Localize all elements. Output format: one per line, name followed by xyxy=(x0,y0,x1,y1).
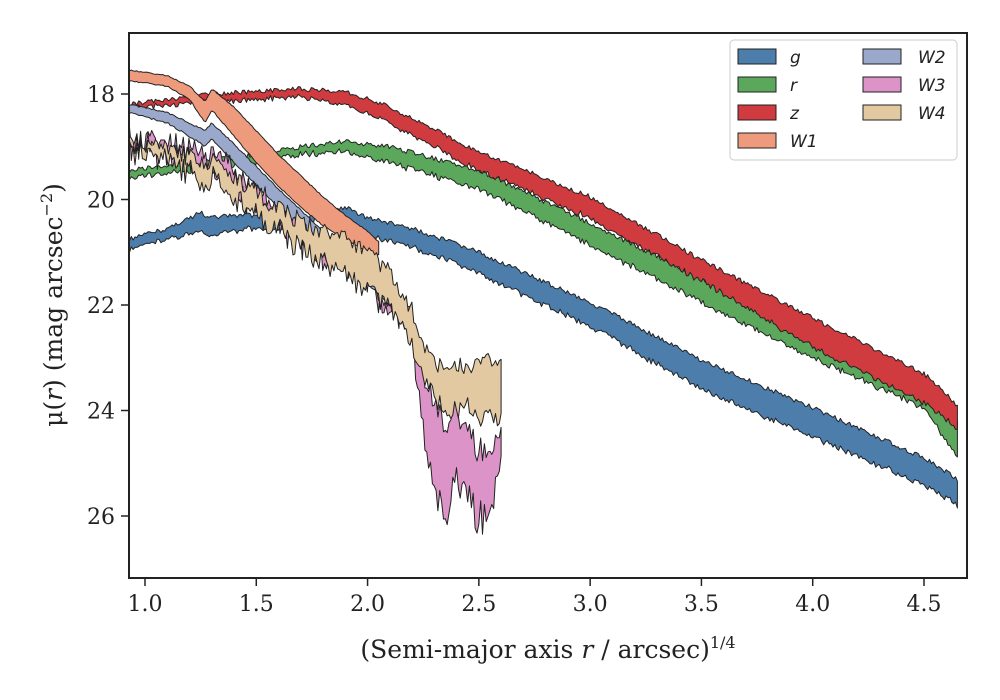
legend-frame xyxy=(729,39,958,161)
x-tick-label: 2.0 xyxy=(350,592,385,617)
legend-swatch-W3 xyxy=(862,76,902,93)
x-axis-title-variable: r xyxy=(581,635,595,664)
legend-swatch-g xyxy=(737,48,777,65)
y-axis-title-variable: r xyxy=(39,387,68,401)
series-band-W4 xyxy=(129,135,502,427)
y-axis-ticks: 18 20 22 24 26 xyxy=(87,83,129,530)
x-axis-ticks: 1.0 1.5 2.0 2.5 3.0 3.5 4.0 4.5 xyxy=(128,578,942,617)
y-axis-title-exponent: −2 xyxy=(37,193,56,217)
legend-label-W2: W2 xyxy=(918,48,946,68)
x-axis-title-exponent: 1/4 xyxy=(710,633,736,652)
y-axis-title: μ(r) (mag arcsec−2) xyxy=(37,183,68,427)
y-axis-title-part-3: ) xyxy=(39,183,68,193)
series-bands xyxy=(129,69,958,535)
legend-label-r: r xyxy=(790,76,798,96)
legend-swatch-W2 xyxy=(862,48,902,65)
legend-swatch-z xyxy=(737,104,777,121)
y-tick-label: 22 xyxy=(87,294,115,319)
legend-label-W4: W4 xyxy=(918,104,946,124)
x-axis-title-part-1: (Semi-major axis xyxy=(360,635,581,664)
x-tick-label: 2.5 xyxy=(461,592,496,617)
x-tick-label: 4.5 xyxy=(907,592,942,617)
y-axis-title-part-2: ) (mag arcsec xyxy=(39,216,68,389)
series-band-W1 xyxy=(129,69,380,256)
y-tick-label: 24 xyxy=(87,400,115,425)
y-tick-label: 26 xyxy=(87,505,115,530)
legend: grz W1 W2 W3 W4 xyxy=(729,39,958,161)
legend-swatch-W4 xyxy=(862,104,902,121)
x-axis-title-part-2: / arcsec) xyxy=(593,635,710,664)
x-tick-label: 3.0 xyxy=(573,592,608,617)
legend-label-W1: W1 xyxy=(790,132,818,152)
y-tick-label: 18 xyxy=(87,83,115,108)
legend-label-z: z xyxy=(789,104,800,124)
y-axis-title-part-1: μ( xyxy=(39,401,68,427)
legend-label-W3: W3 xyxy=(918,76,946,96)
y-tick-label: 20 xyxy=(87,189,115,214)
legend-label-g: g xyxy=(790,48,801,68)
x-tick-label: 3.5 xyxy=(684,592,719,617)
x-tick-label: 4.0 xyxy=(795,592,830,617)
legend-swatch-r xyxy=(737,76,777,93)
legend-swatch-W1 xyxy=(737,132,777,149)
x-tick-label: 1.0 xyxy=(128,592,163,617)
x-axis-title: (Semi-major axis r / arcsec)1/4 xyxy=(360,633,735,664)
series-band-z xyxy=(129,86,958,430)
series-band-W3 xyxy=(129,124,502,535)
series-band-g xyxy=(129,206,958,509)
x-tick-label: 1.5 xyxy=(239,592,274,617)
